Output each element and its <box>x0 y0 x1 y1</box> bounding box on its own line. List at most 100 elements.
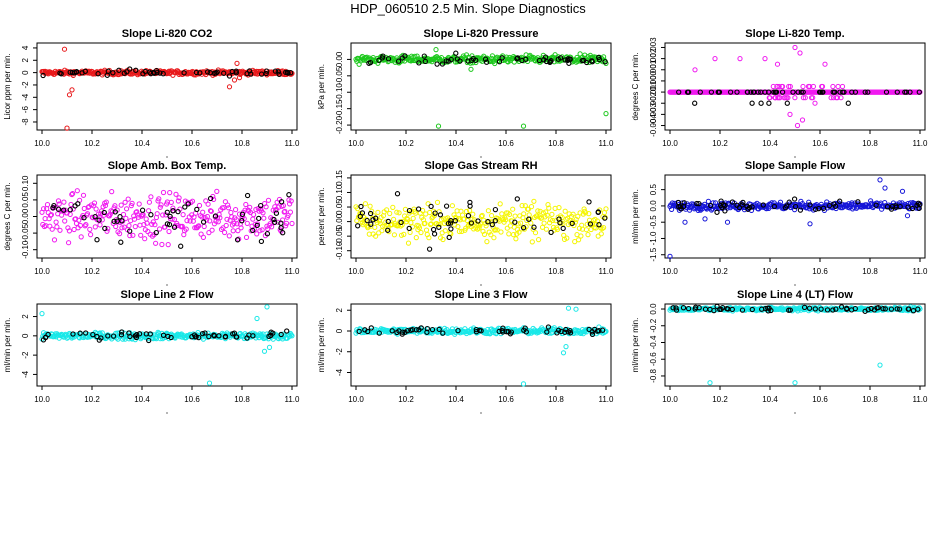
reference-point <box>905 306 911 312</box>
reference-point <box>519 57 525 64</box>
reference-point <box>824 307 831 313</box>
x-tick-label: 11.0 <box>285 139 301 148</box>
reference-point <box>105 68 111 74</box>
reference-point <box>175 208 181 215</box>
x-tick-label: 10.0 <box>662 267 678 276</box>
y-tick-label: 0.15 <box>335 170 344 186</box>
data-point <box>117 231 123 237</box>
x-tick-label: 10.4 <box>448 139 464 148</box>
reference-point <box>763 305 769 312</box>
reference-point <box>787 307 793 313</box>
reference-point <box>69 69 76 76</box>
data-point <box>802 95 808 101</box>
y-axis-label: ml/min per min. <box>631 189 640 244</box>
data-point <box>577 210 583 216</box>
reference-point <box>284 328 290 334</box>
reference-point <box>362 327 368 333</box>
data-point <box>243 234 250 240</box>
y-tick-label: -0.05 <box>335 66 344 85</box>
y-tick-label: 0 <box>21 333 30 338</box>
data-point <box>373 233 379 239</box>
reference-point <box>852 89 859 95</box>
reference-point <box>523 329 529 335</box>
y-tick-label: 0.00 <box>335 213 344 229</box>
data-point <box>792 207 798 213</box>
data-point <box>766 95 772 101</box>
reference-point <box>272 219 278 225</box>
reference-point <box>673 307 680 313</box>
y-tick-label: -4 <box>335 368 344 376</box>
reference-point <box>531 224 537 230</box>
data-point <box>440 236 446 243</box>
data-point <box>55 198 62 204</box>
y-tick-label: 0.003 <box>649 37 658 58</box>
data-point <box>200 209 206 215</box>
reference-point <box>889 203 896 210</box>
reference-point <box>504 329 510 335</box>
reference-point <box>211 332 217 338</box>
reference-point <box>888 206 895 212</box>
reference-point <box>748 89 754 95</box>
outlier-point <box>792 44 798 51</box>
data-point <box>221 205 227 211</box>
reference-point <box>272 68 279 74</box>
outlier-point <box>822 61 828 67</box>
reference-point <box>489 221 495 228</box>
reference-point <box>276 71 282 77</box>
reference-point <box>151 69 157 76</box>
data-point <box>125 196 131 202</box>
reference-point <box>812 306 818 312</box>
reference-point <box>790 89 796 95</box>
x-axis-label <box>480 284 482 286</box>
y-tick-label: -0.10 <box>21 240 30 259</box>
x-tick-label: 10.6 <box>184 395 200 404</box>
reference-point <box>907 89 913 95</box>
data-point <box>80 192 87 198</box>
data-point <box>423 227 430 233</box>
data-point <box>543 226 550 232</box>
x-axis-label <box>480 156 482 158</box>
reference-point <box>94 237 100 243</box>
reference-point <box>170 208 176 214</box>
outlier-point <box>266 344 273 350</box>
reference-point <box>256 215 262 222</box>
data-point <box>101 212 107 218</box>
data-point <box>225 202 231 208</box>
outlier-point <box>433 47 439 53</box>
data-point <box>153 240 159 246</box>
reference-point <box>845 100 851 106</box>
data-point <box>449 203 455 209</box>
reference-point <box>708 89 715 95</box>
outlier-point <box>563 344 569 350</box>
data-point <box>770 83 776 90</box>
y-tick-label: 0.05 <box>21 192 30 208</box>
reference-point <box>127 228 133 234</box>
data-point <box>275 219 281 225</box>
y-tick-label: -2 <box>21 81 30 89</box>
data-point <box>583 227 590 233</box>
reference-point <box>453 50 459 56</box>
x-tick-label: 10.4 <box>134 267 150 276</box>
reference-point <box>426 246 433 252</box>
outlier-point <box>226 84 233 90</box>
data-point <box>130 232 136 238</box>
data-point <box>168 199 174 205</box>
reference-point <box>77 330 83 336</box>
reference-point <box>602 215 608 221</box>
outlier-point <box>794 122 801 129</box>
data-point <box>113 223 119 230</box>
reference-point <box>367 210 374 217</box>
reference-point <box>724 305 730 312</box>
reference-point <box>428 203 434 210</box>
x-tick-label: 10.0 <box>348 139 364 148</box>
data-point <box>372 224 378 230</box>
reference-point <box>812 206 819 212</box>
y-axis-label: ml/min per min. <box>3 318 12 373</box>
reference-point <box>45 331 51 338</box>
data-point <box>126 223 132 229</box>
x-tick-label: 10.2 <box>712 267 728 276</box>
reference-point <box>807 202 813 208</box>
reference-point <box>455 327 461 334</box>
data-point <box>445 215 451 221</box>
reference-point <box>541 57 547 63</box>
